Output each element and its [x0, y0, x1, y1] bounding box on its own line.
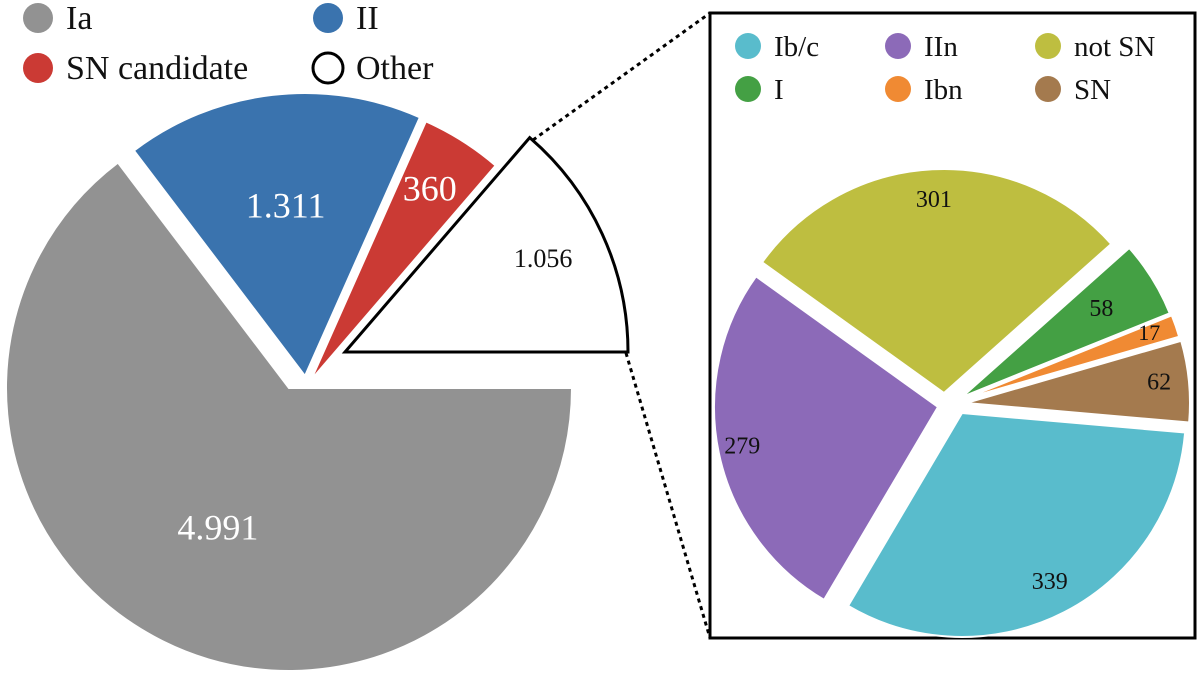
- inset-legend-marker-not-sn: [1035, 33, 1061, 59]
- data-label-ii: 1.311: [246, 185, 326, 225]
- inset-data-label-i: 58: [1089, 296, 1113, 322]
- inset-legend-marker-iin: [885, 33, 911, 59]
- inset-legend-marker-ibn: [885, 76, 911, 102]
- inset-slice-sn: [965, 339, 1191, 424]
- legend-label-ii: II: [356, 0, 379, 37]
- inset-legend-label-sn: SN: [1074, 74, 1111, 106]
- inset-legend-label-iin: IIn: [924, 31, 958, 63]
- inset-data-label-ibn: 17: [1138, 320, 1160, 345]
- data-label-ia: 4.991: [177, 508, 258, 548]
- inset-slice-ib-c: [846, 411, 1187, 638]
- inset-pie-legend: Ib/c IIn not SN I Ibn SN: [735, 31, 1155, 106]
- main-pie: 4.991 1.311 360 1.056: [5, 92, 630, 672]
- legend-label-other: Other: [356, 50, 434, 87]
- legend-marker-ia: [23, 3, 53, 33]
- inset-slice-i: [961, 246, 1172, 398]
- pie-slice-ia: [5, 161, 574, 672]
- inset-legend-label-ibn: Ibn: [924, 74, 963, 106]
- inset-legend-marker-i: [735, 76, 761, 102]
- pie-slice-other: [341, 135, 630, 354]
- legend-marker-sn-candidate: [23, 53, 53, 83]
- inset-data-label-ib-c: 339: [1032, 569, 1068, 595]
- main-pie-legend: Ia II SN candidate Other: [23, 0, 434, 87]
- inset-legend-label-ib-c: Ib/c: [774, 31, 819, 63]
- inset-data-label-iin: 279: [724, 434, 760, 460]
- zoom-connector-bottom: [624, 352, 712, 639]
- inset-slice-not-sn: [760, 168, 1113, 395]
- inset-pie: 339 279 301 58 17 62: [713, 168, 1191, 638]
- inset-slice-iin: [713, 274, 940, 602]
- data-label-other: 1.056: [514, 244, 573, 273]
- inset-data-label-sn: 62: [1147, 370, 1171, 396]
- legend-label-sn-candidate: SN candidate: [66, 50, 248, 87]
- pie-slice-sn-candidate: [310, 120, 498, 381]
- inset-legend-marker-ib-c: [735, 33, 761, 59]
- legend-marker-ii: [313, 3, 343, 33]
- zoom-connector-top: [532, 11, 711, 142]
- pie-slice-ii: [132, 92, 422, 378]
- legend-marker-other: [311, 51, 345, 85]
- inset-legend-label-not-sn: not SN: [1074, 31, 1155, 63]
- data-label-sn-candidate: 360: [403, 169, 457, 209]
- inset-legend-marker-sn: [1035, 76, 1061, 102]
- inset-data-label-not-sn: 301: [916, 187, 952, 213]
- inset-frame: [708, 11, 1197, 640]
- inset-slice-ibn: [963, 314, 1181, 400]
- inset-legend-label-i: I: [774, 74, 784, 106]
- legend-label-ia: Ia: [66, 0, 92, 37]
